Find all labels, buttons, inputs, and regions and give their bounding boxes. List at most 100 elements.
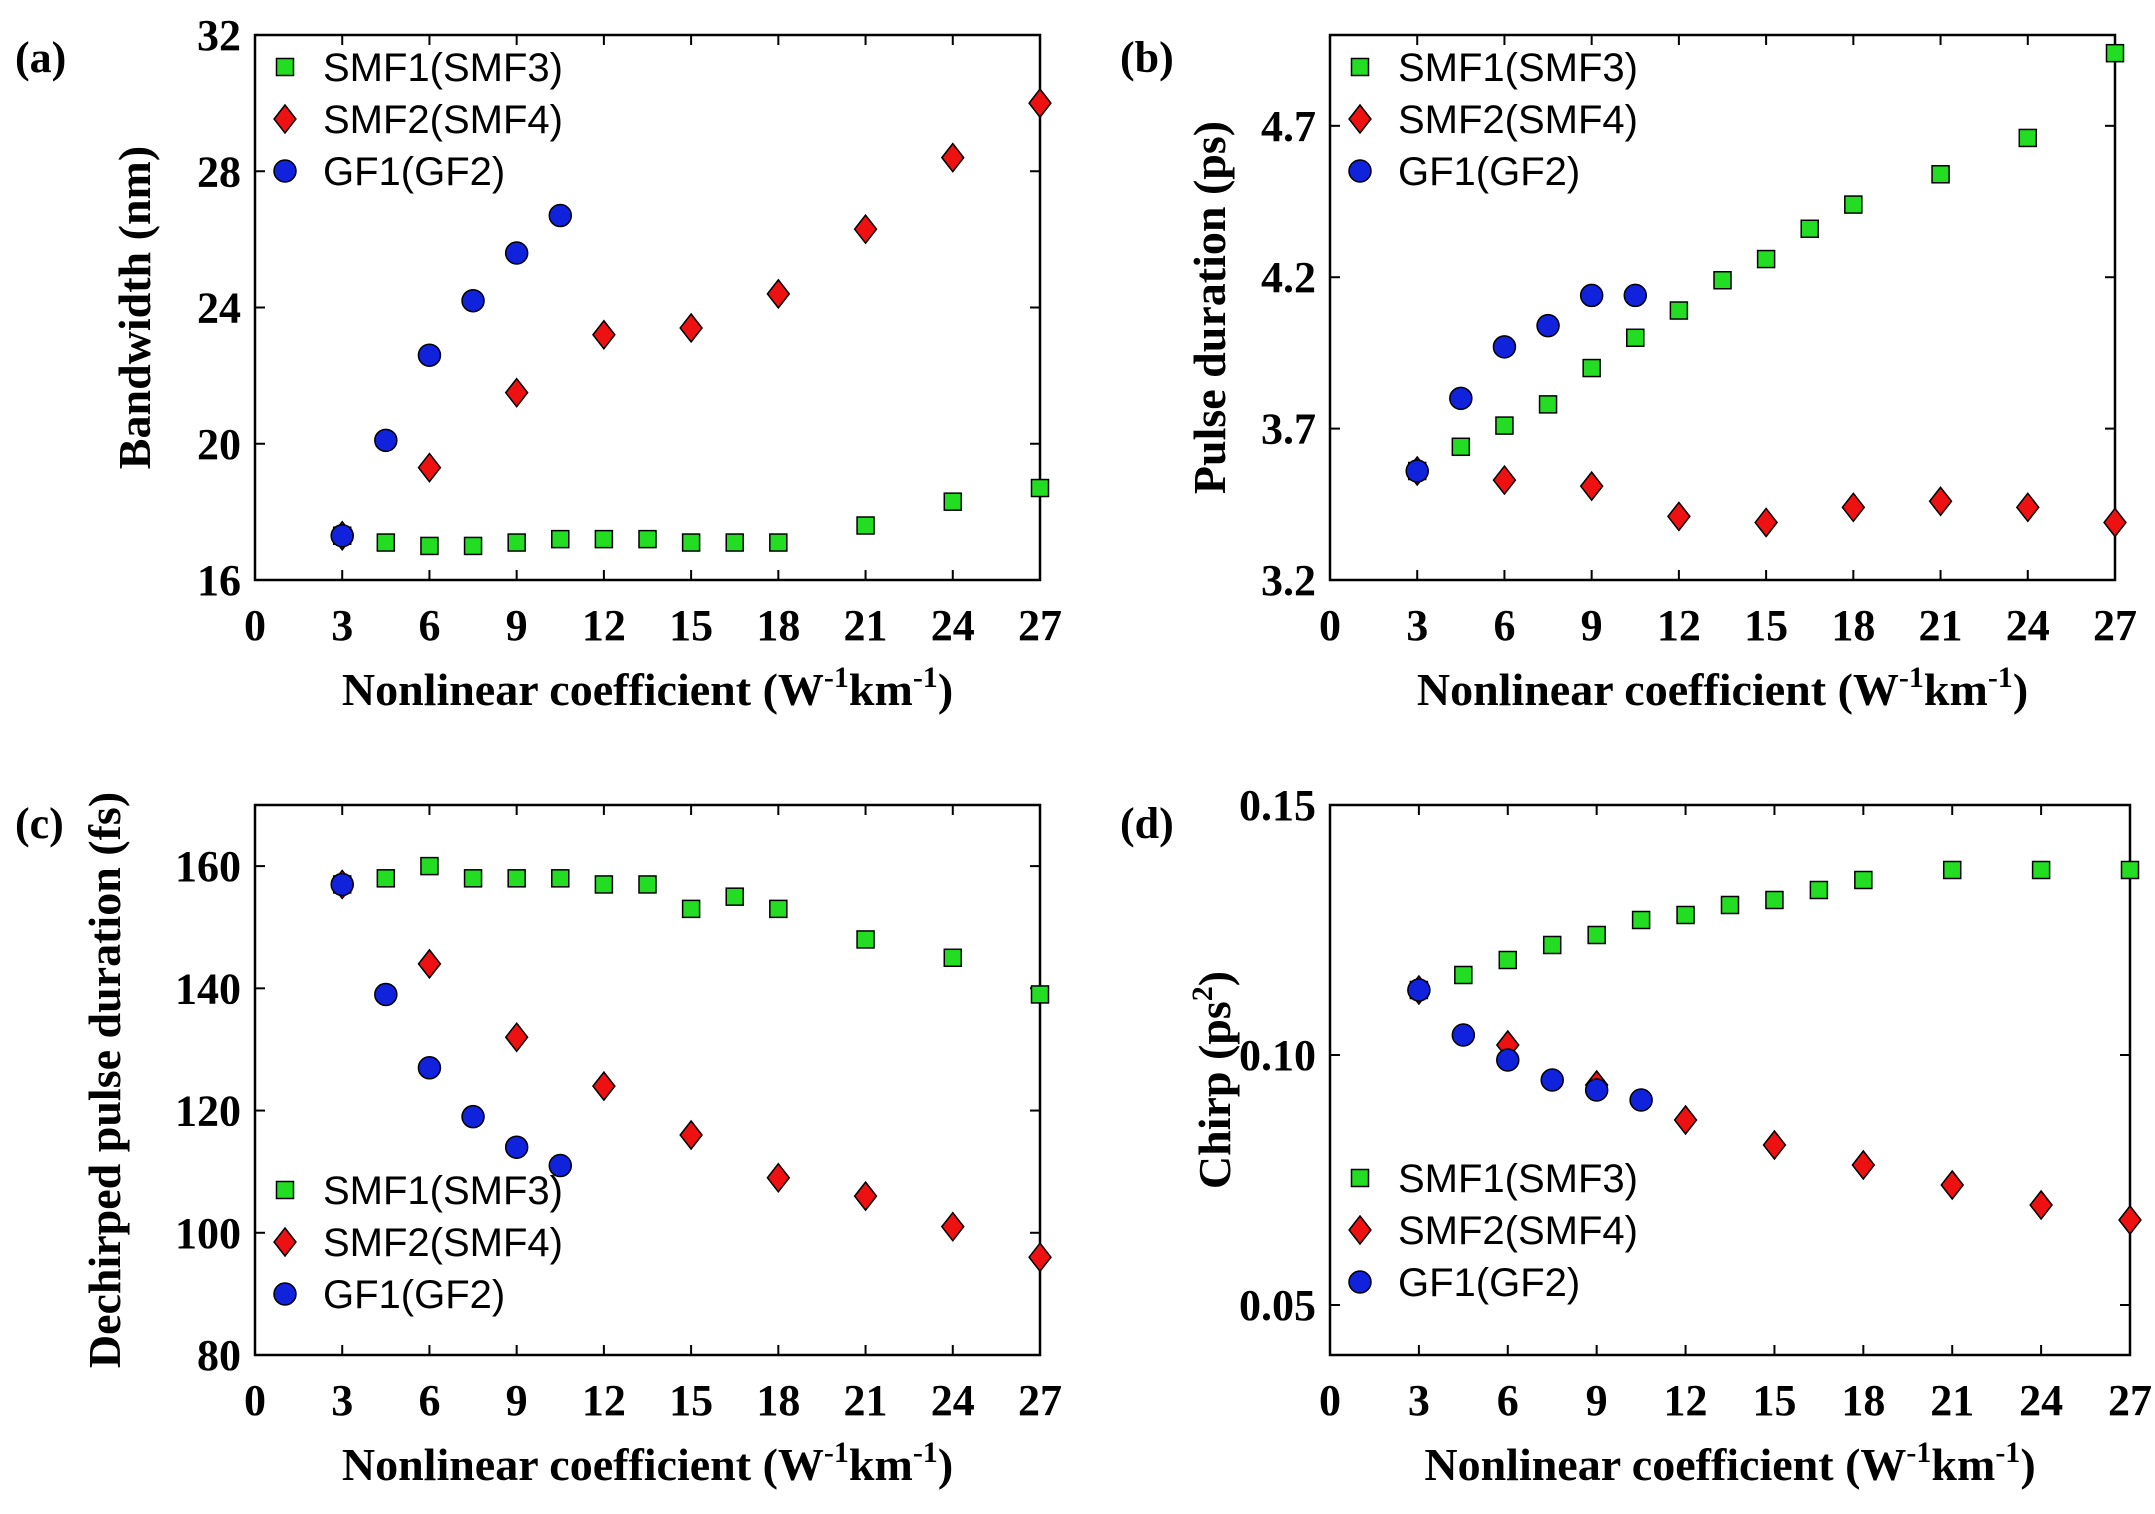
data-point	[1407, 978, 1431, 1002]
data-point	[856, 930, 875, 949]
x-tick-label: 27	[1018, 1376, 1062, 1425]
data-point	[376, 533, 396, 552]
data-point	[1720, 895, 1740, 915]
data-point	[769, 533, 788, 552]
y-axis-label: Dechirped pulse duration (fs)	[79, 792, 130, 1368]
data-point	[638, 529, 657, 549]
data-point	[1584, 1078, 1609, 1102]
legend-label: SMF2(SMF4)	[1398, 98, 1638, 142]
y-axis-label: Chirp (ps2)	[1186, 971, 1240, 1189]
plot-frame	[1328, 33, 2117, 582]
data-point	[417, 1056, 442, 1080]
data-point	[507, 869, 526, 888]
data-point	[679, 1119, 703, 1151]
legend-label: SMF1(SMF3)	[1398, 1157, 1638, 1201]
series-square	[1409, 860, 2140, 1000]
x-tick-label: 6	[1497, 1376, 1519, 1425]
x-tick-label: 12	[1657, 601, 1701, 650]
data-point	[1492, 335, 1517, 359]
data-point	[1030, 478, 1050, 498]
y-tick-label: 3.7	[1261, 405, 1316, 454]
legend-label: SMF1(SMF3)	[323, 1169, 563, 1213]
data-point	[679, 312, 703, 344]
legend: SMF1(SMF3) SMF2(SMF4) GF1(GF2)	[273, 1169, 563, 1317]
x-tick-label: 21	[844, 601, 888, 650]
x-tick-label: 15	[669, 1376, 713, 1425]
x-tick-label: 12	[1664, 1376, 1708, 1425]
y-tick-label: 120	[175, 1087, 241, 1136]
data-point	[1931, 165, 1950, 184]
data-point	[1629, 1088, 1653, 1112]
data-point	[1405, 459, 1429, 483]
data-point	[2118, 1204, 2142, 1236]
data-point	[1854, 870, 1873, 890]
data-point	[420, 536, 439, 556]
x-tick-label: 9	[1581, 601, 1603, 650]
data-point	[1942, 860, 1962, 880]
x-axis-label: Nonlinear coefficient (W-1km-1)	[1424, 1436, 2035, 1490]
legend-marker	[1348, 159, 1372, 183]
legend-marker	[1350, 57, 1370, 77]
data-point	[1587, 925, 1606, 945]
data-point	[1540, 1068, 1564, 1092]
data-point	[592, 319, 616, 350]
data-point	[504, 1135, 529, 1159]
data-point	[1451, 437, 1471, 457]
data-point	[417, 948, 442, 980]
data-point	[725, 887, 744, 906]
data-point	[1495, 416, 1514, 435]
data-point	[594, 875, 614, 894]
data-point	[1673, 1104, 1698, 1136]
y-tick-label: 4.7	[1261, 102, 1316, 151]
data-point	[940, 142, 965, 173]
data-point	[461, 288, 485, 313]
data-point	[1492, 464, 1517, 496]
x-tick-label: 0	[244, 601, 266, 650]
data-point	[1765, 890, 1784, 910]
data-point	[769, 899, 788, 919]
x-tick-label: 6	[418, 1376, 440, 1425]
x-axis-label: Nonlinear coefficient (W-1km-1)	[342, 661, 953, 715]
data-point	[940, 1211, 965, 1242]
x-tick-label: 9	[506, 601, 528, 650]
data-point	[551, 529, 570, 549]
data-point	[1454, 965, 1473, 985]
data-point	[374, 982, 398, 1007]
x-tick-label: 12	[582, 1376, 626, 1425]
y-tick-label: 4.2	[1261, 253, 1316, 302]
data-point	[1028, 87, 1052, 119]
legend-marker	[273, 103, 297, 135]
x-tick-label: 6	[1493, 601, 1515, 650]
x-tick-label: 27	[2108, 1376, 2152, 1425]
data-point	[1851, 1149, 1876, 1181]
data-point	[594, 529, 614, 549]
data-point	[1579, 470, 1604, 502]
y-tick-label: 32	[197, 11, 241, 60]
data-point	[330, 523, 354, 548]
data-point	[330, 872, 354, 897]
data-point	[1667, 501, 1691, 532]
y-tick-label: 0.15	[1239, 781, 1316, 830]
data-point	[507, 533, 526, 552]
x-tick-label: 18	[1841, 1376, 1885, 1425]
data-point	[1928, 486, 1953, 517]
x-tick-label: 9	[1586, 1376, 1608, 1425]
x-tick-label: 9	[506, 1376, 528, 1425]
y-tick-label: 100	[175, 1209, 241, 1258]
data-point	[681, 533, 701, 552]
legend-marker	[273, 159, 297, 183]
data-point	[461, 1104, 485, 1129]
legend-label: SMF2(SMF4)	[1398, 1209, 1638, 1253]
y-tick-label: 160	[175, 842, 241, 891]
data-point	[1030, 985, 1050, 1004]
data-point	[376, 869, 396, 888]
y-tick-label: 0.10	[1239, 1031, 1316, 1080]
series-square	[332, 478, 1050, 556]
data-point	[1940, 1169, 1965, 1201]
x-tick-label: 3	[331, 1376, 353, 1425]
legend-label: GF1(GF2)	[1398, 1261, 1580, 1305]
data-point	[504, 241, 529, 265]
data-point	[725, 533, 744, 552]
data-point	[1754, 507, 1778, 538]
